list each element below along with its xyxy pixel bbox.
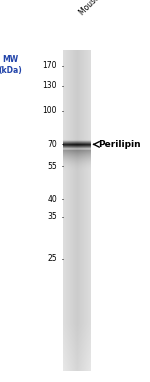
Text: 40: 40	[47, 195, 57, 204]
Text: 70: 70	[47, 140, 57, 149]
Text: 100: 100	[42, 106, 57, 115]
Text: 130: 130	[42, 81, 57, 91]
Text: 170: 170	[42, 61, 57, 70]
Text: 25: 25	[47, 254, 57, 264]
Text: Perilipin: Perilipin	[98, 140, 141, 149]
Text: 55: 55	[47, 162, 57, 171]
Text: 35: 35	[47, 212, 57, 222]
Text: MW
(kDa): MW (kDa)	[0, 55, 22, 75]
Text: Mouse adipose: Mouse adipose	[78, 0, 125, 17]
